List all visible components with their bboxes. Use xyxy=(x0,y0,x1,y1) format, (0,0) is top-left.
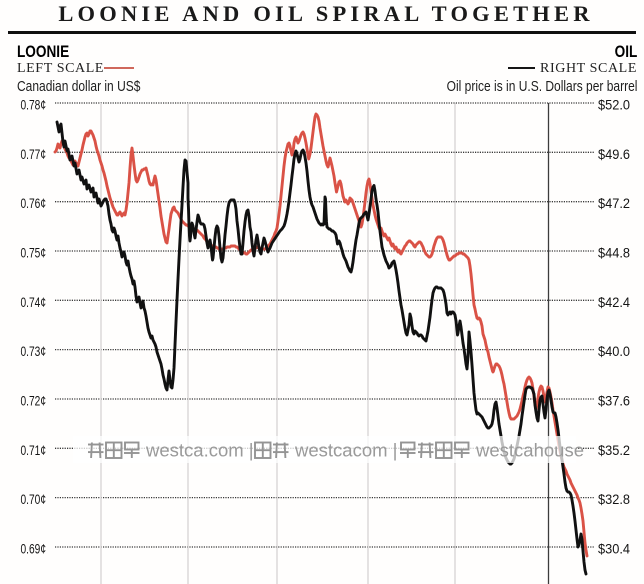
svg-text:0.78¢: 0.78¢ xyxy=(21,98,47,114)
svg-text:0.74¢: 0.74¢ xyxy=(21,295,47,311)
svg-text:0.75¢: 0.75¢ xyxy=(21,246,47,262)
svg-text:$42.4: $42.4 xyxy=(598,295,630,311)
svg-text:0.69¢: 0.69¢ xyxy=(21,542,47,558)
svg-text:0.73¢: 0.73¢ xyxy=(21,344,47,360)
svg-text:$32.8: $32.8 xyxy=(598,492,630,508)
svg-text:0.71¢: 0.71¢ xyxy=(21,443,47,459)
svg-text:0.72¢: 0.72¢ xyxy=(21,394,47,410)
svg-text:$44.8: $44.8 xyxy=(598,246,630,262)
svg-text:0.76¢: 0.76¢ xyxy=(21,196,47,212)
svg-text:$30.4: $30.4 xyxy=(598,542,630,558)
svg-text:westcahouse: westcahouse xyxy=(475,440,584,461)
svg-text:$35.2: $35.2 xyxy=(598,443,630,459)
svg-text:$52.0: $52.0 xyxy=(598,98,630,114)
svg-text:$40.0: $40.0 xyxy=(598,344,630,360)
svg-text:$49.6: $49.6 xyxy=(598,147,630,163)
svg-text:westca.com |: westca.com | xyxy=(145,440,254,461)
svg-text:$47.2: $47.2 xyxy=(598,196,630,212)
svg-text:0.70¢: 0.70¢ xyxy=(21,492,47,508)
svg-text:$37.6: $37.6 xyxy=(598,394,630,410)
svg-text:westcacom |: westcacom | xyxy=(294,440,397,461)
svg-text:0.77¢: 0.77¢ xyxy=(21,147,47,163)
